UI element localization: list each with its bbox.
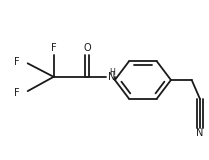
Text: H: H <box>109 68 115 77</box>
Text: N: N <box>108 72 115 82</box>
Text: O: O <box>83 43 91 53</box>
Text: F: F <box>51 43 56 53</box>
Text: F: F <box>14 57 20 67</box>
Text: N: N <box>196 128 204 138</box>
Text: F: F <box>14 88 20 98</box>
